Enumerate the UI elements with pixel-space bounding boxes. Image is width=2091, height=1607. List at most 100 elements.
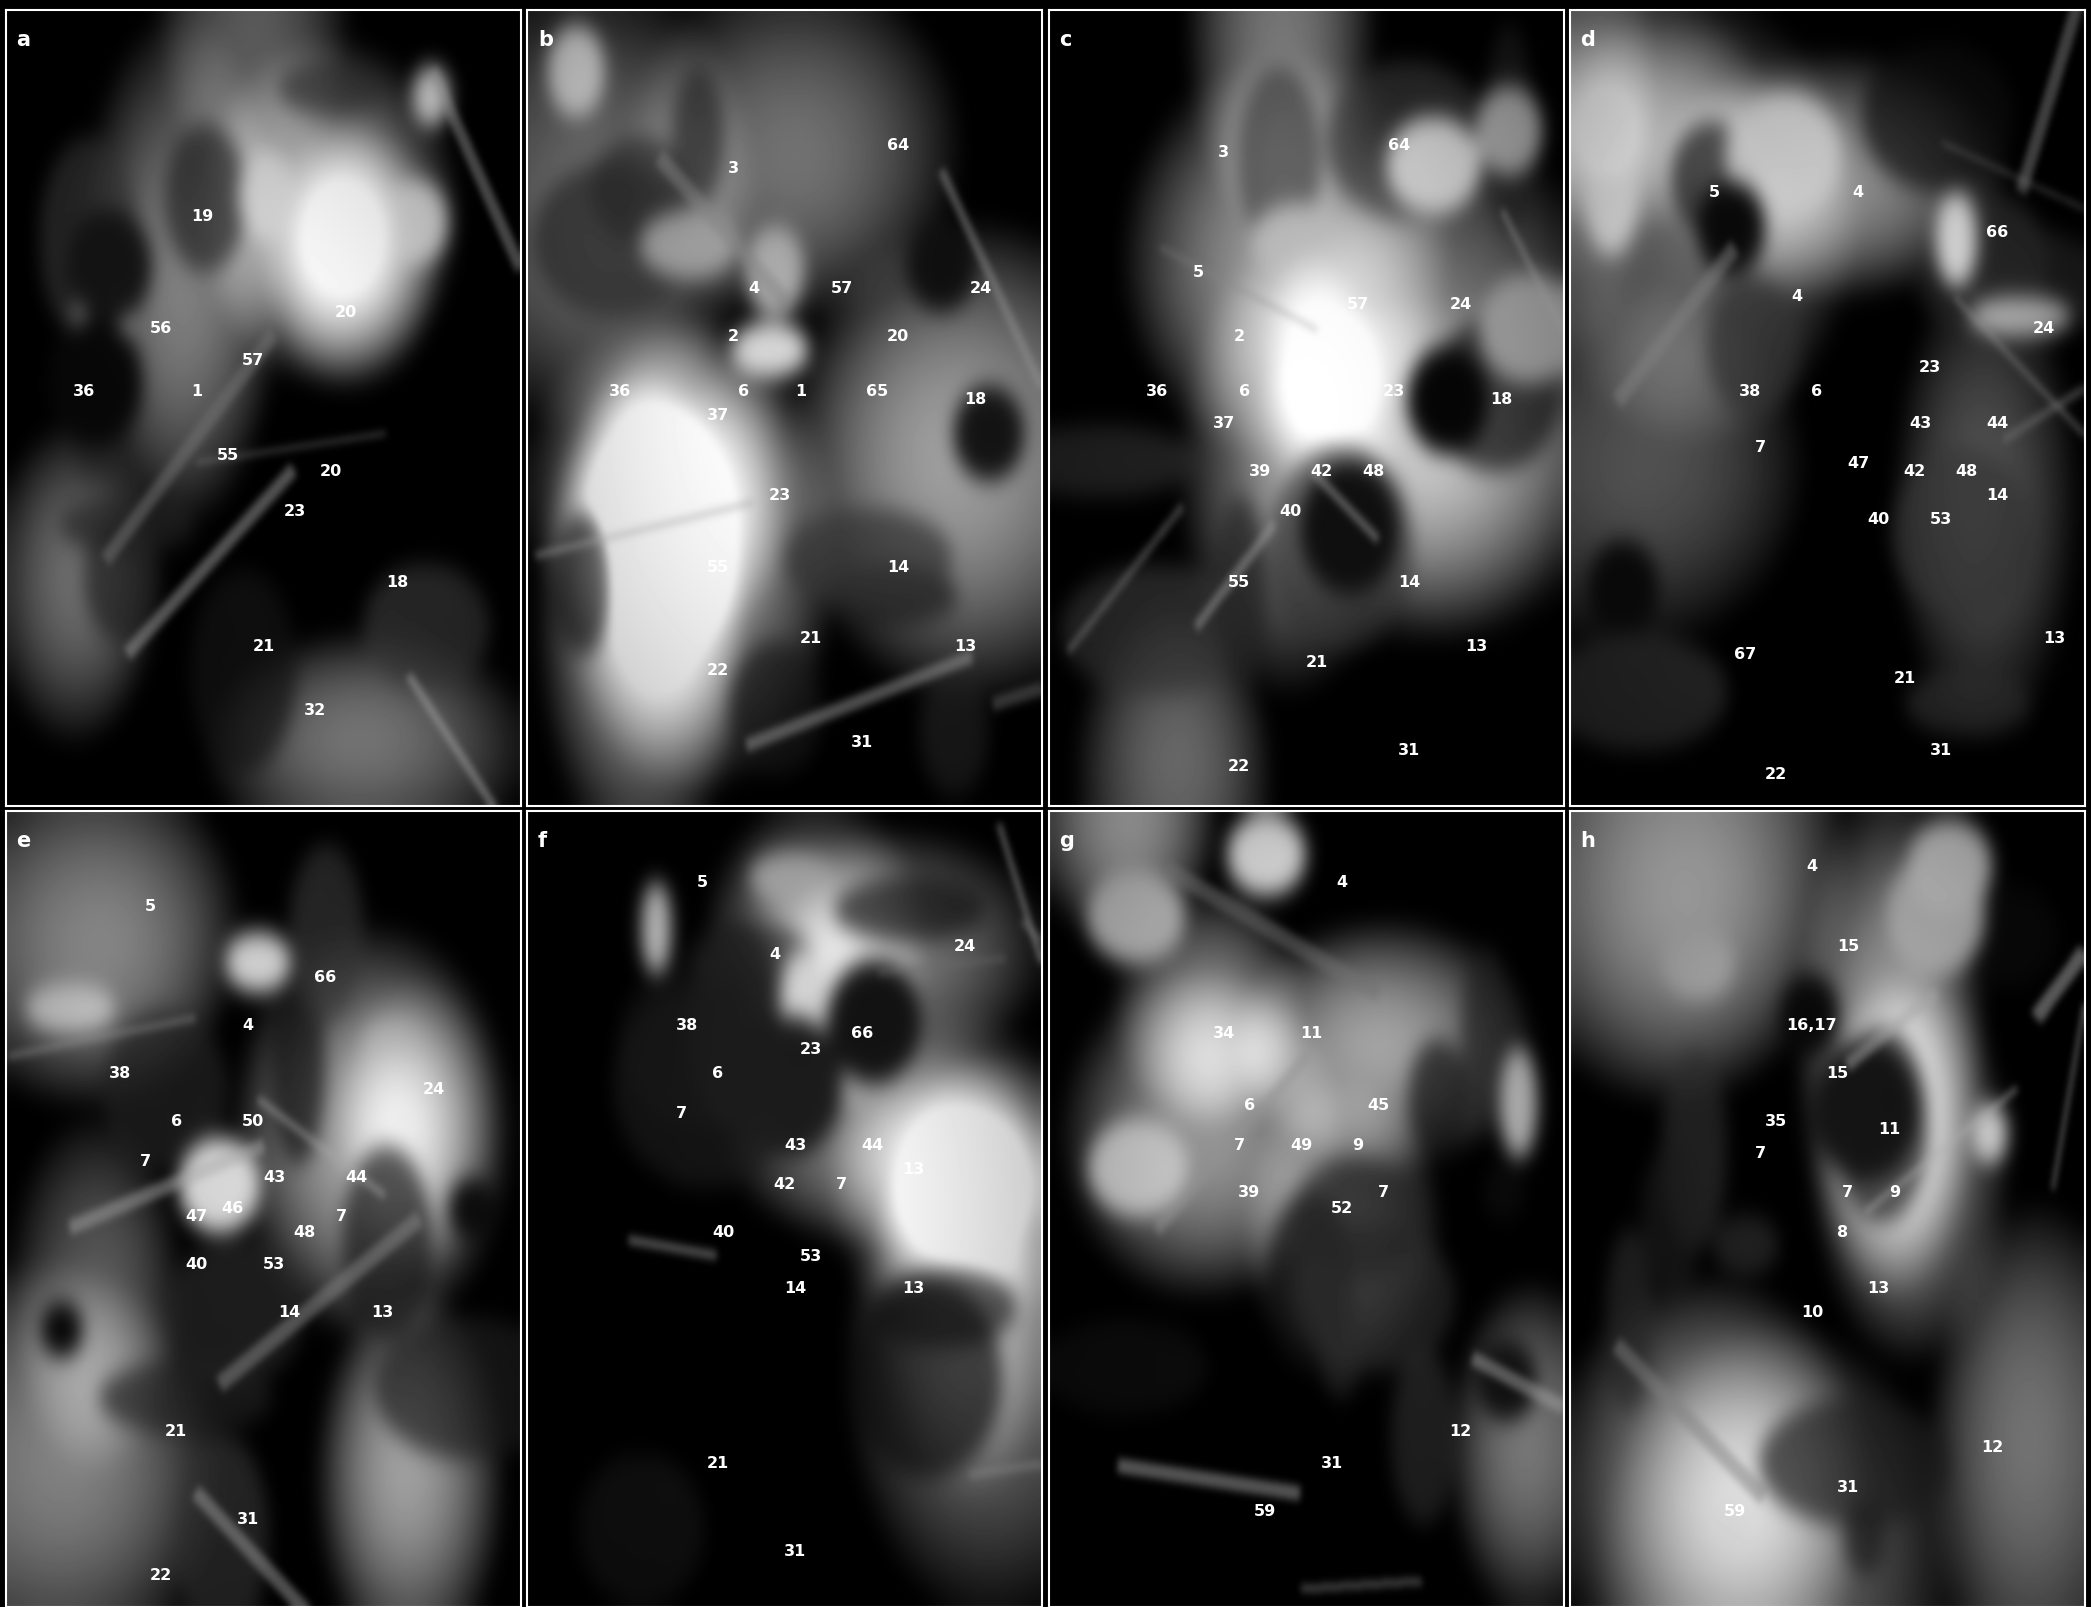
Text: 2: 2 <box>728 328 738 344</box>
Text: 4: 4 <box>1807 860 1817 874</box>
Text: 13: 13 <box>370 1305 393 1319</box>
Text: 36: 36 <box>608 384 631 400</box>
Text: 7: 7 <box>140 1154 151 1168</box>
Text: 18: 18 <box>387 575 408 590</box>
Text: 42: 42 <box>1903 464 1926 479</box>
Text: 24: 24 <box>970 281 991 296</box>
Text: c: c <box>1058 29 1071 50</box>
Text: 6: 6 <box>1238 384 1250 400</box>
Text: 47: 47 <box>186 1210 207 1225</box>
Text: 48: 48 <box>1361 464 1384 479</box>
Text: 5: 5 <box>144 898 157 914</box>
Text: 23: 23 <box>769 489 790 503</box>
Text: 55: 55 <box>1227 575 1250 590</box>
Text: 21: 21 <box>799 632 822 646</box>
Text: 21: 21 <box>253 640 274 654</box>
Text: 6: 6 <box>1244 1098 1255 1114</box>
Text: 22: 22 <box>1765 767 1788 781</box>
Text: 4: 4 <box>749 281 759 296</box>
Text: 57: 57 <box>243 352 266 368</box>
Text: 31: 31 <box>236 1512 259 1527</box>
Text: 4: 4 <box>769 947 780 961</box>
Text: 15: 15 <box>1836 938 1859 953</box>
Text: 4: 4 <box>243 1019 253 1033</box>
Text: 12: 12 <box>1449 1424 1472 1440</box>
Text: 52: 52 <box>1332 1202 1353 1216</box>
Text: 66: 66 <box>1986 225 2007 239</box>
Text: 18: 18 <box>1491 392 1514 407</box>
Text: 66: 66 <box>851 1027 874 1041</box>
Text: 45: 45 <box>1368 1098 1388 1114</box>
Text: 6: 6 <box>738 384 749 400</box>
Text: 31: 31 <box>1322 1456 1342 1470</box>
Text: 31: 31 <box>1836 1480 1859 1495</box>
Text: 23: 23 <box>799 1041 822 1057</box>
Text: 23: 23 <box>284 503 305 519</box>
Text: e: e <box>17 831 31 850</box>
Text: 19: 19 <box>190 209 213 223</box>
Text: 7: 7 <box>1754 440 1767 455</box>
Text: 64: 64 <box>1388 138 1409 153</box>
Text: 39: 39 <box>1248 464 1271 479</box>
Text: 13: 13 <box>1466 640 1487 654</box>
Text: 47: 47 <box>1846 456 1869 471</box>
Text: 67: 67 <box>1733 648 1756 662</box>
Text: 53: 53 <box>1930 511 1951 527</box>
Text: 31: 31 <box>784 1544 807 1559</box>
Text: 7: 7 <box>836 1178 847 1192</box>
Text: 35: 35 <box>1765 1114 1788 1128</box>
Text: 14: 14 <box>887 559 910 575</box>
Text: 14: 14 <box>1399 575 1420 590</box>
Text: 44: 44 <box>861 1138 884 1152</box>
Text: 38: 38 <box>1740 384 1761 400</box>
Text: 1: 1 <box>190 384 203 400</box>
Text: 24: 24 <box>2032 321 2055 336</box>
Text: 23: 23 <box>1382 384 1405 400</box>
Text: 20: 20 <box>887 328 910 344</box>
Text: 4: 4 <box>1790 289 1802 304</box>
Text: 16,17: 16,17 <box>1786 1019 1838 1033</box>
Text: g: g <box>1058 831 1075 850</box>
Text: 53: 53 <box>799 1249 822 1265</box>
Text: 36: 36 <box>1146 384 1169 400</box>
Text: 24: 24 <box>953 938 976 953</box>
Text: a: a <box>17 29 31 50</box>
Text: 7: 7 <box>1234 1138 1244 1152</box>
Text: 7: 7 <box>1378 1186 1388 1200</box>
Text: 24: 24 <box>1449 297 1472 312</box>
Text: 66: 66 <box>314 971 337 985</box>
Text: f: f <box>537 831 548 850</box>
Text: 48: 48 <box>295 1225 316 1241</box>
Text: 4: 4 <box>1336 874 1349 890</box>
Text: 50: 50 <box>243 1114 266 1128</box>
Text: 44: 44 <box>1986 416 2007 431</box>
Text: 12: 12 <box>1980 1440 2003 1456</box>
Text: 23: 23 <box>1920 360 1940 376</box>
Text: b: b <box>537 29 552 50</box>
Text: 7: 7 <box>1842 1186 1853 1200</box>
Text: 8: 8 <box>1838 1225 1848 1241</box>
Text: 20: 20 <box>320 464 341 479</box>
Text: 55: 55 <box>707 559 730 575</box>
Text: 22: 22 <box>151 1568 171 1583</box>
Text: 43: 43 <box>1909 416 1932 431</box>
Text: 13: 13 <box>903 1162 924 1176</box>
Text: 57: 57 <box>830 281 853 296</box>
Text: 34: 34 <box>1213 1027 1236 1041</box>
Text: 5: 5 <box>1192 265 1204 280</box>
Text: 21: 21 <box>165 1424 188 1440</box>
Text: 7: 7 <box>675 1106 688 1120</box>
Text: 42: 42 <box>774 1178 797 1192</box>
Text: 59: 59 <box>1255 1504 1276 1519</box>
Text: 24: 24 <box>422 1082 445 1098</box>
Text: 20: 20 <box>335 305 358 320</box>
Text: 40: 40 <box>186 1257 207 1273</box>
Text: 43: 43 <box>263 1170 284 1184</box>
Text: 40: 40 <box>1867 511 1890 527</box>
Text: 11: 11 <box>1878 1122 1901 1136</box>
Text: 14: 14 <box>784 1281 807 1295</box>
Text: 6: 6 <box>1811 384 1823 400</box>
Text: 9: 9 <box>1353 1138 1363 1152</box>
Text: 9: 9 <box>1888 1186 1901 1200</box>
Text: d: d <box>1581 29 1595 50</box>
